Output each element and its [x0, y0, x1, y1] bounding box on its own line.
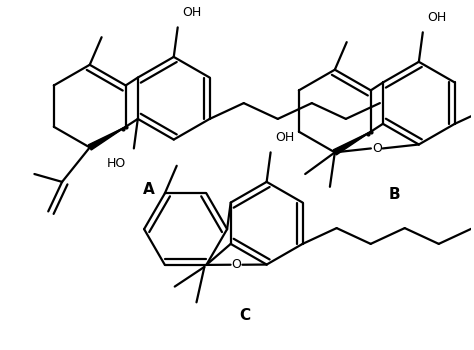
Polygon shape [333, 132, 371, 155]
Text: O: O [232, 258, 241, 271]
Text: HO: HO [107, 157, 126, 170]
Text: O: O [372, 142, 382, 155]
Text: A: A [143, 182, 155, 197]
Text: OH: OH [427, 11, 446, 24]
Text: B: B [388, 187, 400, 202]
Polygon shape [88, 127, 126, 150]
Text: OH: OH [275, 131, 294, 144]
Text: C: C [239, 308, 250, 323]
Text: OH: OH [182, 6, 201, 19]
